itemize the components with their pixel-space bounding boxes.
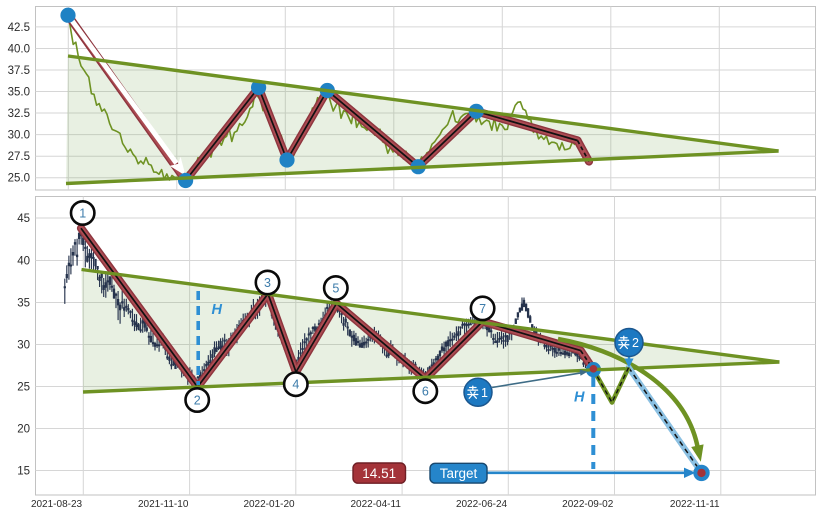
svg-text:27.5: 27.5 xyxy=(8,151,30,163)
svg-text:35.0: 35.0 xyxy=(8,87,30,99)
svg-text:35: 35 xyxy=(17,298,30,310)
svg-text:7: 7 xyxy=(479,302,486,316)
svg-text:45: 45 xyxy=(17,213,30,225)
svg-text:5: 5 xyxy=(332,281,339,295)
svg-text:4: 4 xyxy=(292,378,299,392)
svg-text:40: 40 xyxy=(17,256,30,268)
svg-text:40.0: 40.0 xyxy=(8,44,30,56)
svg-text:1: 1 xyxy=(481,386,488,400)
svg-text:2022-01-20: 2022-01-20 xyxy=(243,499,295,510)
svg-text:20: 20 xyxy=(17,424,30,436)
svg-text:30.0: 30.0 xyxy=(8,130,30,142)
svg-text:H: H xyxy=(574,390,585,406)
svg-text:25.0: 25.0 xyxy=(8,173,30,185)
svg-text:15: 15 xyxy=(17,466,30,478)
svg-text:2022-06-24: 2022-06-24 xyxy=(456,499,508,510)
svg-text:3: 3 xyxy=(264,276,271,290)
svg-text:42.5: 42.5 xyxy=(8,22,30,34)
svg-text:32.5: 32.5 xyxy=(8,108,30,120)
svg-text:2022-04-11: 2022-04-11 xyxy=(350,499,401,510)
svg-text:2022-09-02: 2022-09-02 xyxy=(562,499,614,510)
svg-text:6: 6 xyxy=(422,385,429,399)
svg-text:2: 2 xyxy=(632,336,639,350)
svg-text:2: 2 xyxy=(194,393,201,407)
svg-text:2021-11-10: 2021-11-10 xyxy=(138,499,189,510)
svg-text:H: H xyxy=(212,302,223,318)
svg-text:Target: Target xyxy=(440,466,478,481)
svg-text:2021-08-23: 2021-08-23 xyxy=(31,499,83,510)
svg-text:30: 30 xyxy=(17,340,30,352)
svg-text:1: 1 xyxy=(79,206,86,220)
svg-text:2022-11-11: 2022-11-11 xyxy=(670,499,720,510)
svg-text:25: 25 xyxy=(17,382,30,394)
svg-text:14.51: 14.51 xyxy=(362,466,396,481)
svg-text:37.5: 37.5 xyxy=(8,65,30,77)
